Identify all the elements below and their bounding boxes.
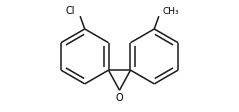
Text: CH₃: CH₃ bbox=[163, 7, 179, 16]
Text: O: O bbox=[116, 92, 123, 102]
Text: Cl: Cl bbox=[65, 6, 75, 16]
